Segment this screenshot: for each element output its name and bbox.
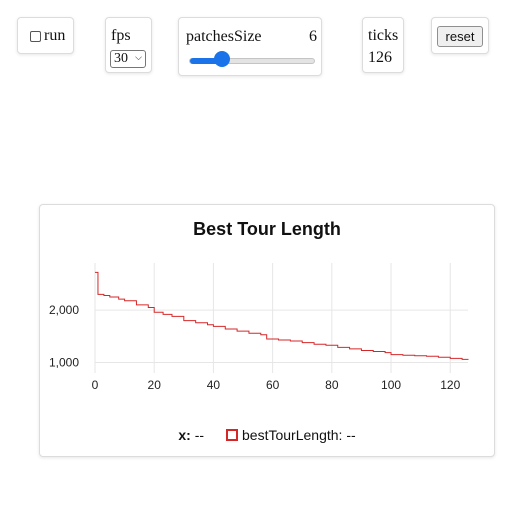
run-toggle[interactable]: run: [30, 27, 65, 45]
legend-series[interactable]: bestTourLength: --: [226, 427, 356, 443]
legend-x: x: --: [178, 427, 204, 443]
y-tick-label: 2,000: [49, 303, 79, 317]
x-tick-label: 20: [148, 378, 162, 392]
ticks-widget: ticks 126: [362, 17, 404, 73]
fps-widget: fps 30 ⌵: [105, 17, 152, 73]
legend-x-label: x:: [178, 427, 191, 443]
legend-x-value: --: [194, 427, 205, 443]
x-tick-label: 120: [440, 378, 460, 392]
chevron-down-icon: ⌵: [135, 52, 142, 62]
chart-area: 0 20 40 60 80 100 120 1,000 2,000: [49, 263, 469, 392]
x-tick-label: 100: [381, 378, 401, 392]
y-tick-label: 1,000: [49, 356, 79, 370]
legend-series-swatch: [226, 429, 239, 441]
patches-size-label: patchesSize: [186, 28, 262, 45]
plot-title: Best Tour Length: [193, 219, 341, 239]
reset-widget: reset: [431, 17, 489, 54]
legend-series-label: bestTourLength:: [242, 427, 343, 443]
run-label: run: [44, 27, 66, 44]
patches-size-widget: patchesSize 6: [178, 17, 322, 76]
x-tick-label: 40: [207, 378, 221, 392]
plot-widget: Best Tour Length 0 20 40 60 80 100 120 1,000 2,0…: [39, 204, 495, 457]
legend-series-value: --: [346, 427, 356, 443]
x-tick-label: 0: [92, 378, 99, 392]
patches-size-slider-track[interactable]: [189, 58, 315, 64]
fps-label: fps: [111, 27, 131, 44]
run-checkbox[interactable]: [30, 30, 41, 42]
patches-size-value: 6: [309, 28, 317, 45]
patches-size-slider-thumb[interactable]: [214, 51, 231, 67]
x-tick-label: 60: [266, 378, 280, 392]
x-tick-label: 80: [325, 378, 339, 392]
run-widget: run: [17, 17, 74, 54]
series-line-best-tour-length: [95, 271, 469, 360]
reset-button[interactable]: reset: [437, 26, 483, 47]
patches-size-slider-fill: [190, 58, 224, 64]
ticks-label: ticks: [368, 27, 399, 44]
ticks-value: 126: [368, 49, 392, 66]
plot-legend: x: -- bestTourLength: --: [40, 427, 494, 443]
fps-select[interactable]: 30 ⌵: [110, 50, 146, 68]
fps-selected-value: 30: [114, 51, 128, 66]
